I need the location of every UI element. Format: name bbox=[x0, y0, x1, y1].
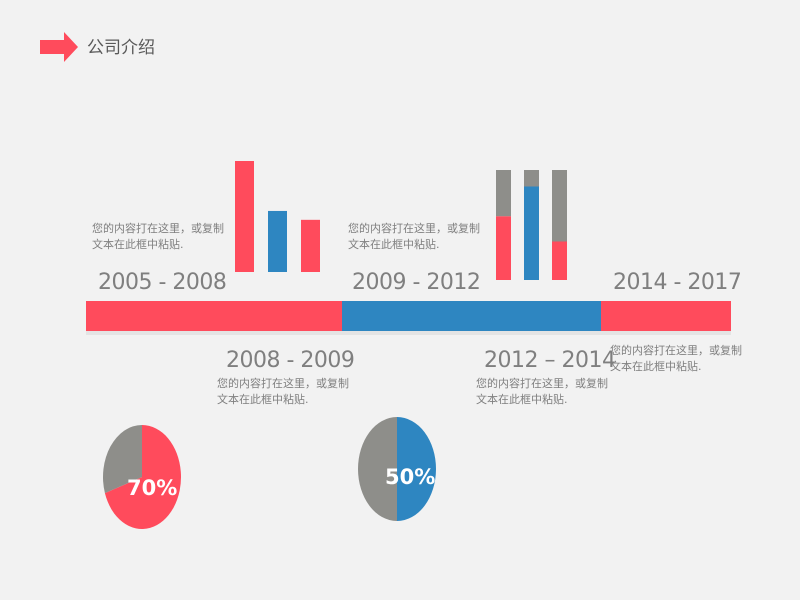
description-line: 文本在此框中粘贴. bbox=[348, 238, 440, 251]
description-line: 您的内容打在这里，或复制 bbox=[610, 344, 742, 357]
period-label-2008-2009: 2008 - 2009 bbox=[226, 348, 355, 373]
description-line: 您的内容打在这里，或复制 bbox=[476, 377, 608, 390]
description-2008-2009: 您的内容打在这里，或复制 文本在此框中粘贴. bbox=[217, 376, 357, 408]
period-label-2009-2012: 2009 - 2012 bbox=[352, 270, 481, 295]
stacked-bar-segment bbox=[552, 241, 567, 280]
period-label-2014-2017: 2014 - 2017 bbox=[613, 270, 742, 295]
pie-label-70: 70% bbox=[127, 476, 178, 500]
bar-mark bbox=[301, 219, 320, 272]
timeline-segment-2009-2014 bbox=[342, 301, 601, 331]
stacked-bar-segment bbox=[496, 216, 511, 280]
stacked-bar-segment bbox=[524, 170, 539, 187]
pie-label-50: 50% bbox=[385, 465, 436, 489]
page-title: 公司介绍 bbox=[87, 38, 155, 58]
description-line: 您的内容打在这里，或复制 bbox=[92, 222, 224, 235]
description-line: 文本在此框中粘贴. bbox=[92, 238, 184, 251]
period-label-2005-2008: 2005 - 2008 bbox=[98, 270, 227, 295]
description-line: 文本在此框中粘贴. bbox=[217, 393, 309, 406]
description-line: 文本在此框中粘贴. bbox=[610, 360, 702, 373]
description-line: 您的内容打在这里，或复制 bbox=[217, 377, 349, 390]
stacked-bar-segment bbox=[496, 170, 511, 217]
timeline-segment-2014-2017 bbox=[601, 301, 731, 331]
description-line: 文本在此框中粘贴. bbox=[476, 393, 568, 406]
bar-mark bbox=[268, 210, 287, 272]
timeline-segment-2005-2009 bbox=[86, 301, 342, 331]
bar-mark bbox=[235, 161, 254, 272]
stacked-bar-segment bbox=[524, 186, 539, 280]
description-2009-2012: 您的内容打在这里，或复制 文本在此框中粘贴. bbox=[348, 221, 488, 253]
timeline-shadow bbox=[86, 331, 731, 335]
description-2014-2017: 您的内容打在这里，或复制 文本在此框中粘贴. bbox=[610, 343, 750, 375]
description-2012-2014: 您的内容打在这里，或复制 文本在此框中粘贴. bbox=[476, 376, 616, 408]
description-line: 您的内容打在这里，或复制 bbox=[348, 222, 480, 235]
description-2005-2008: 您的内容打在这里，或复制 文本在此框中粘贴. bbox=[92, 221, 232, 253]
stacked-bar-segment bbox=[552, 170, 567, 242]
right-arrow-icon bbox=[40, 32, 78, 62]
period-label-2012-2014: 2012 – 2014 bbox=[484, 348, 616, 373]
